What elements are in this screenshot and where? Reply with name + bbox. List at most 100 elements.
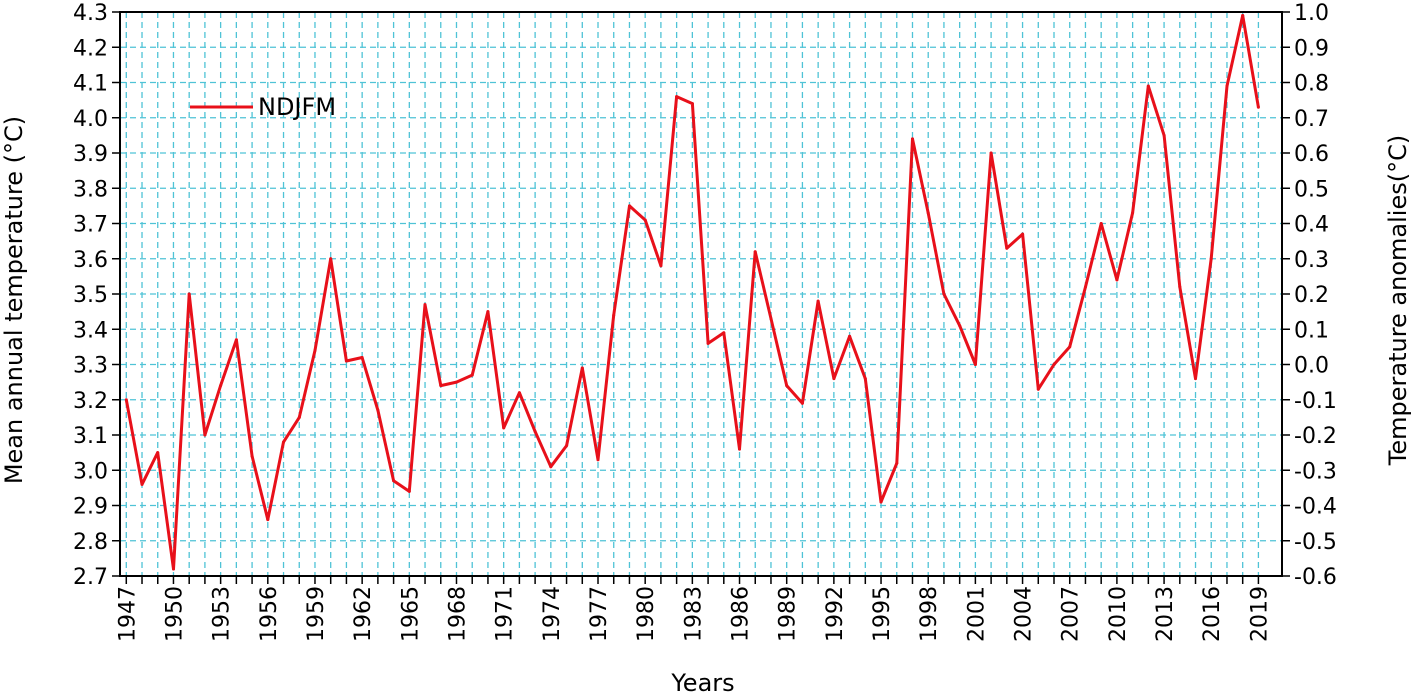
y-tick-label: 2.7 [73, 565, 108, 590]
legend: NDJFM [190, 93, 336, 121]
data-point [1021, 232, 1025, 236]
data-point [203, 433, 207, 437]
data-point [1068, 345, 1072, 349]
y-axis-title: Mean annual temperature (°C) [0, 116, 28, 484]
data-point [1005, 246, 1009, 250]
y2-tick-label: -0.3 [1294, 459, 1337, 484]
y2-tick-label: 1.0 [1294, 1, 1329, 26]
y2-tick-label: 0.6 [1294, 142, 1329, 167]
x-tick-label: 1983 [681, 586, 706, 642]
y-tick-label: 3.8 [73, 177, 108, 202]
y2-tick-label: -0.4 [1294, 495, 1337, 520]
y2-tick-label: 0.8 [1294, 72, 1329, 97]
y-tick-label: 3.9 [73, 142, 108, 167]
y-tick-label: 2.8 [73, 530, 108, 555]
data-point [234, 338, 238, 342]
data-point [895, 461, 899, 465]
data-point [1052, 363, 1056, 366]
y-tick-label: 3.0 [73, 459, 108, 484]
data-point [439, 384, 443, 388]
x-tick-label: 1962 [351, 586, 376, 642]
x-tick-label: 2007 [1059, 586, 1084, 642]
data-point [344, 359, 348, 363]
data-point [785, 384, 789, 388]
data-point [612, 313, 616, 317]
y2-tick-label: 0.0 [1294, 354, 1329, 379]
data-point [973, 363, 977, 366]
legend-label: NDJFM [258, 93, 336, 121]
data-point [172, 567, 175, 571]
x-tick-label: 1980 [634, 586, 659, 642]
y-tick-label: 3.7 [73, 213, 108, 238]
grid-lines [120, 12, 1282, 576]
data-point [502, 426, 506, 430]
data-point [1256, 105, 1260, 109]
y2-tick-label: 0.1 [1294, 318, 1329, 343]
data-point [848, 334, 852, 338]
x-tick-label: 2001 [964, 586, 989, 642]
y-tick-label: 3.5 [73, 283, 108, 308]
data-point [282, 440, 285, 444]
x-tick-label: 1971 [493, 586, 518, 642]
y-tick-label: 2.9 [73, 495, 108, 520]
data-point [690, 102, 694, 106]
data-point [706, 341, 710, 345]
data-point [486, 310, 490, 314]
data-point [879, 500, 883, 504]
y-tick-label: 3.4 [73, 318, 108, 343]
data-point [722, 331, 726, 335]
y-tick-label: 4.0 [73, 107, 108, 132]
data-point [392, 479, 396, 483]
data-point [423, 303, 427, 307]
y2-tick-label: -0.1 [1294, 389, 1337, 414]
data-point [926, 211, 930, 215]
x-tick-label: 2010 [1106, 586, 1131, 642]
data-point [628, 204, 631, 208]
y2-tick-label: -0.5 [1294, 530, 1337, 555]
data-point [1131, 211, 1135, 215]
x-tick-label: 1959 [304, 586, 329, 642]
data-point [470, 373, 474, 377]
x-tick-label: 1977 [587, 586, 612, 642]
data-point [1194, 377, 1197, 381]
x-tick-label: 2004 [1012, 586, 1037, 642]
data-point [250, 454, 254, 458]
data-point [1209, 257, 1213, 261]
x-tick-label: 1998 [917, 586, 942, 642]
data-point [124, 398, 128, 402]
data-point [376, 408, 380, 412]
x-tick-label: 1953 [210, 586, 235, 642]
data-point [517, 391, 521, 395]
data-point [643, 218, 647, 222]
data-point [329, 257, 333, 261]
x-tick-label: 1950 [162, 586, 187, 642]
y-tick-label: 4.2 [73, 36, 108, 61]
y2-tick-label: 0.2 [1294, 283, 1329, 308]
data-point [407, 489, 411, 493]
y-tick-label: 3.1 [73, 424, 108, 449]
data-point [942, 292, 946, 296]
data-point [832, 377, 836, 381]
x-axis-title: Years [670, 669, 734, 694]
data-point [1036, 387, 1040, 391]
y2-tick-label: 0.7 [1294, 107, 1329, 132]
y-tick-label: 3.6 [73, 248, 108, 273]
axes: 2.7 2.8 2.9 3.0 3.1 3.2 3.3 3.4 3.5 3.6 3.7 3.8 3.9 4… [73, 1, 1337, 642]
data-point [816, 299, 820, 303]
data-point [156, 451, 160, 455]
y2-tick-label: 0.4 [1294, 213, 1329, 238]
data-point [1241, 14, 1245, 17]
data-point [911, 137, 914, 141]
data-point [455, 380, 458, 384]
y-tick-label: 3.2 [73, 389, 108, 414]
x-tick-label: 1965 [398, 586, 423, 642]
data-point [1178, 285, 1182, 289]
data-point [738, 447, 741, 451]
data-point [659, 264, 663, 268]
data-point [1162, 133, 1166, 137]
data-point [1225, 84, 1229, 88]
x-tick-label: 1992 [823, 586, 848, 642]
y-tick-label: 4.3 [73, 1, 108, 26]
data-point [596, 458, 600, 462]
data-point [1115, 278, 1119, 282]
